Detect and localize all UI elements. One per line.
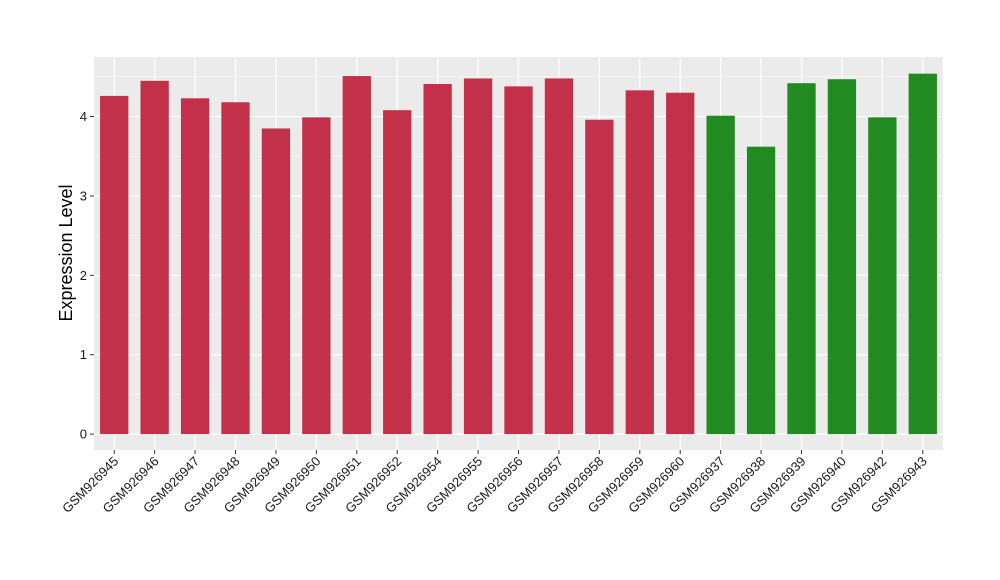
bar-GSM926945 [100, 95, 129, 435]
bar-GSM926946 [140, 80, 169, 435]
y-tick-label: 1 [80, 347, 87, 362]
y-tick-label: 4 [80, 109, 87, 124]
bar-GSM926947 [180, 98, 210, 435]
bar-GSM926949 [261, 128, 291, 435]
bar-GSM926950 [302, 117, 331, 435]
bar-GSM926960 [666, 92, 695, 435]
bar-GSM926943 [908, 73, 937, 435]
bar-GSM926948 [221, 102, 250, 435]
y-tick-label: 3 [80, 188, 87, 203]
x-axis: GSM926945GSM926946GSM926947GSM926948GSM9… [59, 450, 930, 516]
y-axis-title: Expression Level [56, 184, 76, 321]
y-tick-label: 2 [80, 268, 87, 283]
bar-GSM926952 [383, 110, 412, 435]
bar-GSM926956 [504, 86, 533, 435]
bar-GSM926938 [746, 146, 776, 435]
bar-GSM926955 [463, 78, 493, 435]
bar-GSM926958 [585, 119, 614, 435]
bars [100, 73, 937, 435]
bar-GSM926942 [868, 117, 897, 435]
bar-GSM926951 [342, 76, 371, 435]
bar-GSM926939 [787, 83, 816, 435]
bar-GSM926940 [827, 79, 857, 435]
y-tick-label: 0 [80, 427, 87, 442]
bar-GSM926937 [706, 115, 735, 435]
bar-GSM926957 [544, 78, 574, 435]
bar-GSM926959 [625, 90, 654, 435]
bar-GSM926954 [423, 83, 452, 435]
y-axis: 0 1 2 3 4 [80, 109, 94, 442]
